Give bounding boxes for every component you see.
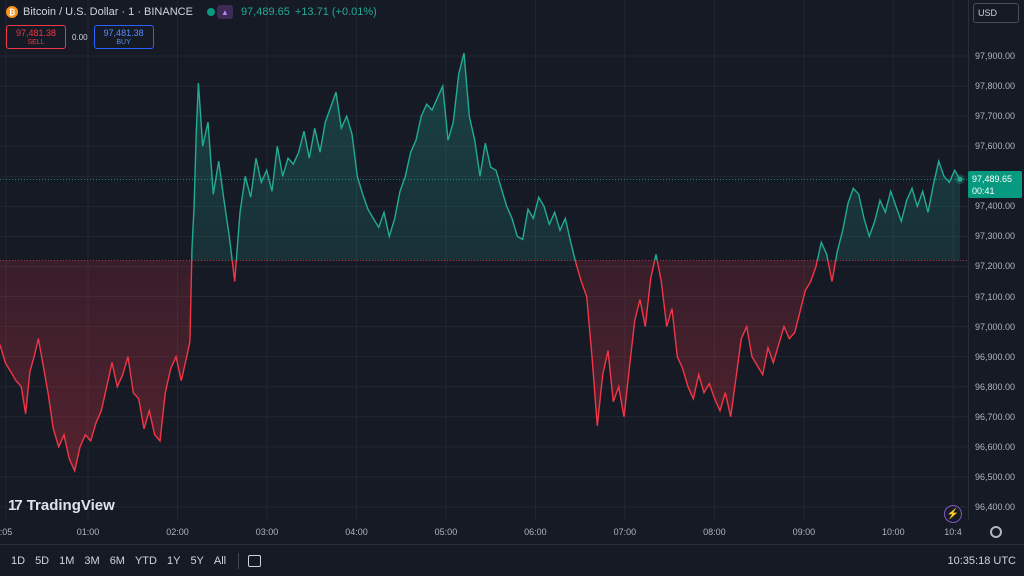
area-fill-above-baseline bbox=[0, 53, 960, 261]
range-button-1d[interactable]: 1D bbox=[11, 554, 26, 567]
range-button-5d[interactable]: 5D bbox=[35, 554, 50, 567]
toolbar-divider bbox=[238, 552, 240, 569]
time-tick-label: 03:00 bbox=[255, 527, 279, 537]
sell-button[interactable]: 97,481.38 SELL bbox=[6, 25, 66, 49]
price-tick-label: 97,100.00 bbox=[975, 291, 1016, 302]
range-button-1y[interactable]: 1Y bbox=[166, 554, 181, 567]
last-price-label-price: 97,489.65 bbox=[972, 174, 1013, 184]
last-price-label-countdown: 00:41 bbox=[972, 186, 995, 196]
calendar-goto-date-icon[interactable] bbox=[248, 554, 262, 567]
last-point-marker bbox=[957, 176, 963, 182]
tradingview-name: TradingView bbox=[26, 497, 115, 514]
price-tick-label: 97,200.00 bbox=[975, 261, 1016, 272]
price-series-line-up bbox=[191, 52, 961, 261]
time-tick-label: 04:00 bbox=[345, 527, 368, 537]
time-tick-label: 10:4 bbox=[944, 527, 962, 537]
buy-button[interactable]: 97,481.38 BUY bbox=[93, 25, 154, 49]
symbol-legend: ₿ Bitcoin / U.S. Dollar · 1 · BINANCE ▴ … bbox=[6, 5, 377, 19]
chart-plot-area[interactable] bbox=[0, 0, 968, 520]
price-series-line-down bbox=[0, 260, 837, 474]
sell-price: 97,481.38 bbox=[15, 27, 57, 38]
time-tick-label: 01:00 bbox=[76, 527, 100, 537]
share-icon[interactable]: ▴ bbox=[216, 5, 233, 19]
tradingview-watermark: 17 TradingView bbox=[8, 497, 115, 514]
time-tick-label: 07:00 bbox=[613, 527, 637, 537]
last-price-label: 97,489.65 00:41 bbox=[968, 171, 1022, 198]
range-button-5y[interactable]: 5Y bbox=[190, 554, 204, 567]
price-tick-label: 96,700.00 bbox=[975, 411, 1016, 422]
price-axis[interactable]: 97,900.0097,800.0097,700.0097,600.0097,5… bbox=[968, 0, 1024, 520]
buy-price: 97,481.38 bbox=[103, 27, 144, 38]
tradingview-logo-icon: 17 bbox=[8, 497, 23, 514]
date-range-list: 1D 5D 1M 3M 6M YTD 1Y 5Y All bbox=[6, 553, 231, 569]
time-tick-label: 08:00 bbox=[703, 527, 726, 537]
buy-label: BUY bbox=[116, 38, 131, 46]
utc-clock[interactable]: 10:35:18 UTC bbox=[947, 555, 1016, 567]
time-tick-label: 06:00 bbox=[524, 527, 547, 537]
sell-label: SELL bbox=[27, 38, 45, 46]
time-tick-label: 09:00 bbox=[792, 527, 816, 537]
currency-selector[interactable]: USD bbox=[973, 3, 1019, 23]
gear-icon[interactable] bbox=[990, 526, 1002, 538]
price-tick-label: 97,000.00 bbox=[975, 321, 1016, 332]
spread-value: 0.00 bbox=[72, 32, 88, 42]
bottom-toolbar: 1D 5D 1M 3M 6M YTD 1Y 5Y All 10:35:18 UTC bbox=[0, 544, 1024, 576]
price-chart-svg[interactable] bbox=[0, 0, 968, 520]
range-button-ytd[interactable]: YTD bbox=[134, 554, 157, 567]
legend-change: +13.71 (+0.01%) bbox=[294, 6, 377, 18]
time-axis[interactable]: :05 01:00 02:00 03:00 04:00 05:00 06:00 07:00 08… bbox=[0, 520, 968, 544]
trade-panel: 97,481.38 SELL 0.00 97,481.38 BUY bbox=[6, 25, 154, 49]
range-button-all[interactable]: All bbox=[213, 554, 227, 567]
price-tick-label: 96,900.00 bbox=[975, 351, 1016, 362]
price-tick-label: 97,300.00 bbox=[975, 231, 1016, 242]
market-open-dot-icon bbox=[206, 8, 215, 16]
axis-settings-corner[interactable] bbox=[968, 520, 1024, 544]
range-button-6m[interactable]: 6M bbox=[109, 554, 125, 567]
time-tick-label: 05:00 bbox=[434, 527, 458, 537]
status-chip[interactable]: ▴ bbox=[206, 5, 233, 19]
price-tick-label: 96,800.00 bbox=[975, 381, 1016, 392]
price-tick-label: 96,600.00 bbox=[975, 441, 1016, 452]
range-button-3m[interactable]: 3M bbox=[84, 554, 100, 567]
price-tick-label: 97,800.00 bbox=[975, 81, 1016, 92]
price-tick-label: 97,900.00 bbox=[975, 51, 1016, 61]
time-tick-label: :05 bbox=[0, 527, 13, 537]
bitcoin-logo-icon: ₿ bbox=[6, 6, 18, 18]
time-tick-label: 10:00 bbox=[882, 527, 905, 537]
price-tick-label: 97,400.00 bbox=[975, 201, 1016, 212]
replay-icon[interactable]: ⚡ bbox=[944, 505, 962, 523]
symbol-title[interactable]: Bitcoin / U.S. Dollar · 1 · BINANCE bbox=[23, 6, 193, 18]
range-button-1m[interactable]: 1M bbox=[59, 554, 75, 567]
price-tick-label: 96,400.00 bbox=[975, 502, 1016, 512]
price-tick-label: 96,500.00 bbox=[975, 471, 1016, 482]
price-tick-label: 97,700.00 bbox=[975, 111, 1016, 122]
area-fill-below-baseline bbox=[0, 260, 836, 471]
time-tick-label: 02:00 bbox=[166, 527, 189, 537]
legend-last-price: 97,489.65 bbox=[240, 6, 290, 18]
price-tick-label: 97,600.00 bbox=[975, 141, 1016, 152]
